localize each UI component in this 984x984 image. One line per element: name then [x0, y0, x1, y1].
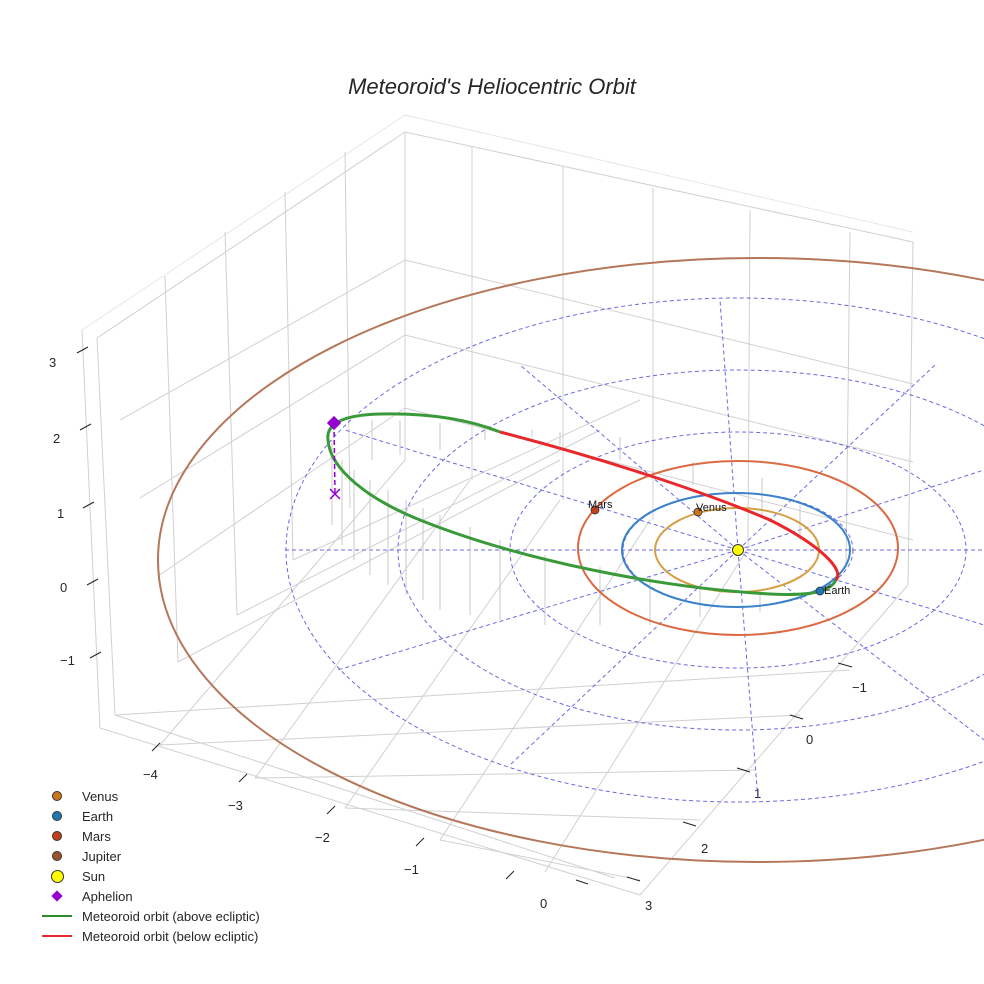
- y-axis-ticks: −1 0 1 2 3: [645, 680, 867, 913]
- svg-text:−2: −2: [315, 830, 330, 845]
- mars-dot-icon: [52, 831, 62, 841]
- sun-icon: [50, 869, 64, 883]
- jupiter-dot-icon: [52, 851, 62, 861]
- svg-text:−1: −1: [60, 653, 75, 668]
- svg-text:−1: −1: [852, 680, 867, 695]
- svg-text:1: 1: [57, 506, 64, 521]
- mars-marker: [590, 505, 600, 515]
- svg-text:1: 1: [754, 786, 761, 801]
- meteoroid-orbit-above: [326, 412, 838, 596]
- svg-text:0: 0: [60, 580, 67, 595]
- legend-item-orbit-above: Meteoroid orbit (above ecliptic): [38, 906, 260, 926]
- legend: Venus Earth Mars Jupiter Sun Aphelion Me…: [38, 786, 260, 946]
- aphelion-drop-line: [333, 423, 336, 495]
- chart-title: Meteoroid's Heliocentric Orbit: [348, 74, 636, 99]
- earth-orbit: [621, 492, 851, 608]
- legend-item-mars: Mars: [38, 826, 260, 846]
- mars-label: Mars: [588, 499, 613, 511]
- legend-item-aphelion: Aphelion: [38, 886, 260, 906]
- svg-text:3: 3: [645, 898, 652, 913]
- legend-item-venus: Venus: [38, 786, 260, 806]
- earth-dot-icon: [52, 811, 62, 821]
- svg-text:2: 2: [701, 841, 708, 856]
- svg-text:−3: −3: [228, 798, 243, 813]
- green-line-icon: [42, 915, 72, 917]
- svg-text:0: 0: [540, 896, 547, 911]
- sun-marker: [732, 544, 744, 556]
- aphelion-diamond-icon: [326, 415, 342, 431]
- mars-orbit: [577, 460, 899, 636]
- legend-item-jupiter: Jupiter: [38, 846, 260, 866]
- box-grid: [81, 114, 914, 896]
- earth-marker: [815, 586, 825, 596]
- red-line-icon: [42, 935, 72, 937]
- diamond-icon: [51, 890, 63, 902]
- svg-text:0: 0: [806, 732, 813, 747]
- venus-marker: [693, 507, 703, 517]
- legend-item-earth: Earth: [38, 806, 260, 826]
- venus-label: Venus: [696, 502, 727, 514]
- aphelion-projection-x-icon: [329, 488, 341, 500]
- svg-text:−1: −1: [404, 862, 419, 877]
- legend-item-sun: Sun: [38, 866, 260, 886]
- x-axis-ticks: −4 −3 −2 −1 0: [143, 767, 547, 911]
- tick-marks: [76, 346, 853, 885]
- legend-item-orbit-below: Meteoroid orbit (below ecliptic): [38, 926, 260, 946]
- earth-label: Earth: [824, 585, 850, 597]
- svg-text:−4: −4: [143, 767, 158, 782]
- jupiter-orbit: [157, 257, 984, 863]
- svg-text:3: 3: [49, 355, 56, 370]
- venus-dot-icon: [52, 791, 62, 801]
- z-axis-ticks: 3 2 1 0 −1: [49, 355, 75, 668]
- svg-text:2: 2: [53, 431, 60, 446]
- ecliptic-grid: [285, 297, 984, 803]
- meteoroid-orbit-below: [499, 430, 840, 582]
